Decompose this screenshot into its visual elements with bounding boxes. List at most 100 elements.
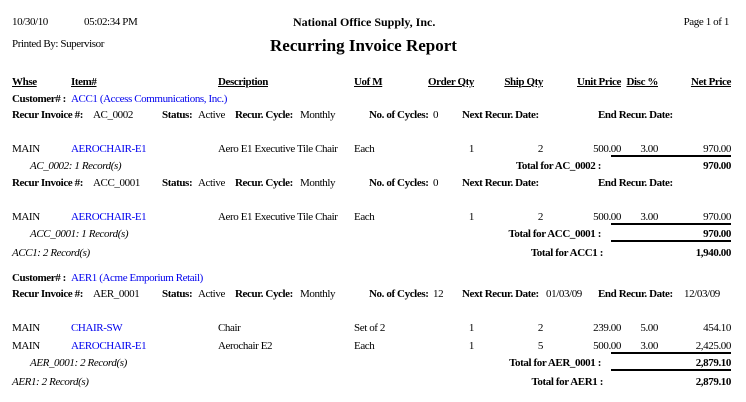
- item-uom: Each: [354, 211, 375, 223]
- col-item: Item#: [71, 76, 97, 88]
- item-order-qty: 1: [468, 211, 475, 223]
- cycles-label: No. of Cycles:: [369, 177, 429, 189]
- item-unit-price: 500.00: [593, 340, 621, 352]
- cycles-value: 12: [433, 288, 444, 300]
- item-disc: 3.00: [640, 340, 658, 352]
- item-whse: MAIN: [12, 322, 40, 334]
- item-number-link[interactable]: CHAIR-SW: [71, 322, 123, 334]
- customer-label: Customer# :: [12, 272, 66, 284]
- invoice-total-value: 970.00: [703, 228, 731, 240]
- recur-cycle-value: Monthly: [300, 288, 336, 300]
- item-net-price: 970.00: [703, 143, 731, 155]
- item-uom: Each: [354, 340, 375, 352]
- item-description: Aerochair E2: [218, 340, 273, 352]
- end-recur-date-label: End Recur. Date:: [598, 177, 673, 189]
- status-label: Status:: [162, 109, 193, 121]
- invoice-record-count: AER_0001: 2 Record(s): [30, 357, 127, 369]
- item-disc: 3.00: [640, 143, 658, 155]
- invoice-total-rule: [611, 223, 731, 225]
- col-net-price: Net Price: [690, 76, 731, 88]
- item-unit-price: 239.00: [593, 322, 621, 334]
- col-uom: Uof M: [354, 76, 383, 88]
- cycles-label: No. of Cycles:: [369, 288, 429, 300]
- next-recur-date-label: Next Recur. Date:: [462, 288, 539, 300]
- item-disc: 5.00: [640, 322, 658, 334]
- report-time: 05:02:34 PM: [84, 16, 138, 28]
- customer-link[interactable]: ACC1 (Access Communications, Inc.): [71, 93, 227, 105]
- invoice-record-count: ACC_0001: 1 Record(s): [30, 228, 129, 240]
- end-recur-date-label: End Recur. Date:: [598, 109, 673, 121]
- invoice-total-value: 970.00: [703, 160, 731, 172]
- recur-cycle-label: Recur. Cycle:: [235, 288, 293, 300]
- item-number-link[interactable]: AEROCHAIR-E1: [71, 211, 147, 223]
- customer-record-count: AER1: 2 Record(s): [12, 376, 89, 388]
- recur-cycle-label: Recur. Cycle:: [235, 109, 293, 121]
- customer-label: Customer# :: [12, 93, 66, 105]
- status-value: Active: [198, 177, 225, 189]
- customer-total-label: Total for AER1 :: [531, 376, 603, 388]
- report-date: 10/30/10: [12, 16, 48, 28]
- status-label: Status:: [162, 177, 193, 189]
- recur-invoice-label: Recur Invoice #:: [12, 288, 83, 300]
- item-number-link[interactable]: AEROCHAIR-E1: [71, 143, 147, 155]
- invoice-record-count: AC_0002: 1 Record(s): [30, 160, 122, 172]
- invoice-total-label: Total for AER_0001 :: [509, 357, 601, 369]
- invoice-total-rule: [611, 155, 731, 157]
- item-order-qty: 1: [468, 322, 475, 334]
- item-ship-qty: 2: [537, 211, 544, 223]
- item-net-price: 2,425.00: [695, 340, 732, 352]
- item-whse: MAIN: [12, 211, 40, 223]
- cycles-value: 0: [433, 177, 439, 189]
- col-ship-qty: Ship Qty: [504, 76, 543, 88]
- item-order-qty: 1: [468, 340, 475, 352]
- item-order-qty: 1: [468, 143, 475, 155]
- item-whse: MAIN: [12, 143, 40, 155]
- item-whse: MAIN: [12, 340, 40, 352]
- item-number-link[interactable]: AEROCHAIR-E1: [71, 340, 147, 352]
- end-recur-date-value: 12/03/09: [684, 288, 720, 300]
- recur-invoice-value: ACC_0001: [93, 177, 140, 189]
- col-description: Description: [218, 76, 268, 88]
- item-description: Chair: [218, 322, 241, 334]
- item-net-price: 454.10: [703, 322, 731, 334]
- col-order-qty: Order Qty: [428, 76, 474, 88]
- col-disc: Disc %: [626, 76, 658, 88]
- item-uom: Each: [354, 143, 375, 155]
- item-ship-qty: 2: [537, 143, 544, 155]
- col-whse: Whse: [12, 76, 37, 88]
- item-description: Aero E1 Executive Tile Chair: [218, 143, 338, 155]
- recur-invoice-value: AER_0001: [93, 288, 140, 300]
- customer-total-value: 1,940.00: [695, 247, 732, 259]
- invoice-total-label: Total for AC_0002 :: [516, 160, 601, 172]
- page-number: Page 1 of 1: [683, 16, 730, 28]
- invoice-total-rule: [611, 352, 731, 354]
- status-value: Active: [198, 288, 225, 300]
- status-value: Active: [198, 109, 225, 121]
- recur-cycle-value: Monthly: [300, 177, 336, 189]
- customer-total-rule: [611, 369, 731, 371]
- company-name: National Office Supply, Inc.: [293, 15, 436, 29]
- item-net-price: 970.00: [703, 211, 731, 223]
- item-description: Aero E1 Executive Tile Chair: [218, 211, 338, 223]
- cycles-label: No. of Cycles:: [369, 109, 429, 121]
- item-ship-qty: 5: [537, 340, 544, 352]
- invoice-total-label: Total for ACC_0001 :: [508, 228, 601, 240]
- customer-link[interactable]: AER1 (Acme Emporium Retail): [71, 272, 203, 284]
- next-recur-date-label: Next Recur. Date:: [462, 109, 539, 121]
- report-title: Recurring Invoice Report: [270, 36, 457, 55]
- customer-total-value: 2,879.10: [695, 376, 732, 388]
- printed-by: Printed By: Supervisor: [12, 38, 105, 50]
- col-unit-price: Unit Price: [577, 76, 621, 88]
- status-label: Status:: [162, 288, 193, 300]
- item-unit-price: 500.00: [593, 143, 621, 155]
- end-recur-date-label: End Recur. Date:: [598, 288, 673, 300]
- item-ship-qty: 2: [537, 322, 544, 334]
- next-recur-date-label: Next Recur. Date:: [462, 177, 539, 189]
- customer-record-count: ACC1: 2 Record(s): [12, 247, 90, 259]
- recur-invoice-value: AC_0002: [93, 109, 133, 121]
- item-disc: 3.00: [640, 211, 658, 223]
- customer-total-label: Total for ACC1 :: [530, 247, 604, 259]
- customer-total-rule: [611, 240, 731, 242]
- recur-invoice-label: Recur Invoice #:: [12, 177, 83, 189]
- recur-cycle-label: Recur. Cycle:: [235, 177, 293, 189]
